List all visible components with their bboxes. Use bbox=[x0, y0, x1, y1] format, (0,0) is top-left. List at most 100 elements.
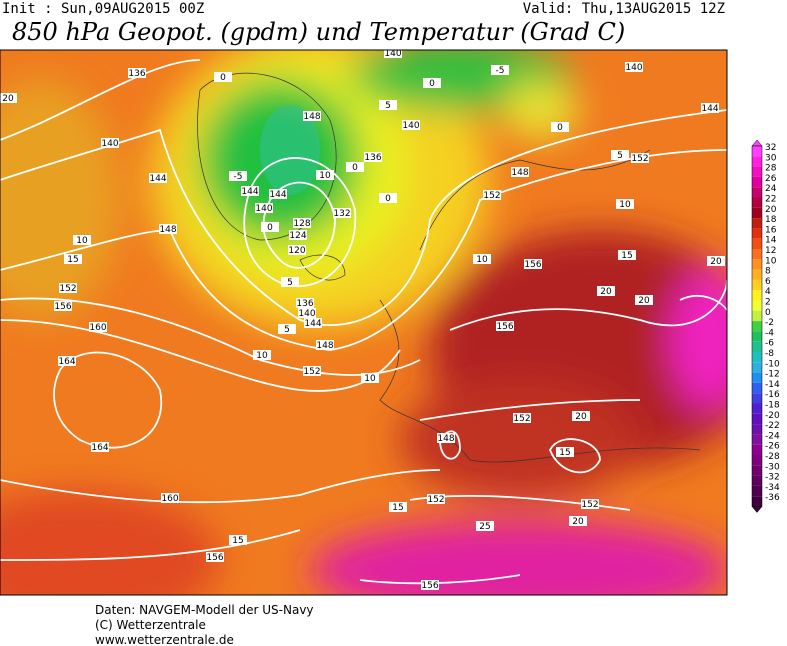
contour-label: 140 bbox=[384, 49, 401, 59]
contour-label: 144 bbox=[241, 187, 258, 197]
label-box bbox=[206, 552, 224, 562]
label-box bbox=[421, 580, 439, 590]
colorbar-swatch bbox=[752, 321, 762, 332]
contour-label: 10 bbox=[256, 351, 268, 361]
colorbar-label: 30 bbox=[765, 153, 777, 163]
colorbar-swatch bbox=[752, 197, 762, 208]
colorbar-label: 14 bbox=[765, 236, 777, 246]
colorbar-label: 32 bbox=[765, 143, 776, 153]
contour-label: 15 bbox=[232, 536, 243, 546]
contour bbox=[419, 399, 641, 421]
label-box bbox=[73, 235, 91, 245]
init-time: Init : Sun,09AUG2015 00Z bbox=[2, 1, 204, 17]
colorbar-label: -12 bbox=[765, 370, 780, 380]
colorbar: 32302826242220181614121086420-2-4-6-8-10… bbox=[751, 139, 780, 513]
label-box bbox=[483, 190, 501, 200]
contour-label: 148 bbox=[511, 168, 528, 178]
label-box bbox=[278, 324, 296, 334]
colorbar-swatch bbox=[752, 166, 762, 177]
iceland-outline bbox=[299, 254, 346, 281]
contour bbox=[262, 181, 336, 269]
colorbar-label: -4 bbox=[765, 328, 774, 338]
colorbar-label: 8 bbox=[765, 267, 771, 277]
contour-label: 136 bbox=[296, 299, 313, 309]
label-box bbox=[293, 218, 311, 228]
label-box bbox=[229, 535, 247, 545]
colorbar-swatch bbox=[752, 424, 762, 435]
colorbar-label: -34 bbox=[765, 483, 780, 493]
label-box bbox=[128, 68, 146, 78]
colorbar-swatch bbox=[752, 393, 762, 404]
colorbar-swatch bbox=[752, 290, 762, 301]
contour-label: 0 bbox=[385, 194, 391, 204]
colorbar-swatch bbox=[752, 444, 762, 455]
contour-label: 20 bbox=[710, 257, 722, 267]
contour-label: 140 bbox=[255, 204, 272, 214]
label-box bbox=[511, 167, 529, 177]
label-box bbox=[54, 301, 72, 311]
contour-label: 152 bbox=[483, 191, 500, 201]
contour-label: 148 bbox=[159, 225, 176, 235]
contour-label: 152 bbox=[303, 367, 320, 377]
label-box bbox=[423, 78, 441, 88]
contour-label: 0 bbox=[267, 223, 273, 233]
colorbar-swatch bbox=[752, 279, 762, 291]
colorbar-swatch bbox=[752, 352, 762, 363]
colorbar-swatch bbox=[752, 465, 762, 476]
colorbar-swatch bbox=[752, 310, 762, 322]
colorbar-label: -30 bbox=[765, 462, 780, 472]
colorbar-label: 28 bbox=[765, 164, 777, 174]
contour-label: 128 bbox=[293, 219, 310, 229]
colorbar-label: -16 bbox=[765, 390, 780, 400]
label-box bbox=[281, 277, 299, 287]
contour-label: 0 bbox=[429, 79, 435, 89]
contour-label: 5 bbox=[284, 325, 290, 335]
label-box bbox=[333, 208, 351, 218]
colorbar-swatch bbox=[752, 300, 762, 311]
contour-label: 124 bbox=[289, 231, 306, 241]
footer-line: (C) Wetterzentrale bbox=[95, 618, 206, 632]
contour-label: 156 bbox=[421, 581, 438, 591]
contour-label: 10 bbox=[619, 200, 631, 210]
colorbar-label: -10 bbox=[765, 359, 780, 369]
contour-label: 152 bbox=[581, 500, 598, 510]
colorbar-swatch bbox=[752, 382, 762, 394]
colorbar-label: -2 bbox=[765, 318, 774, 328]
label-box bbox=[597, 286, 615, 296]
contour bbox=[0, 149, 727, 351]
contour-label: 5 bbox=[287, 278, 293, 288]
label-box bbox=[269, 189, 287, 199]
label-box bbox=[255, 203, 273, 213]
label-box bbox=[389, 502, 407, 512]
label-box bbox=[289, 230, 307, 240]
colorbar-swatch bbox=[752, 372, 762, 383]
label-box bbox=[631, 153, 649, 163]
contour-label: 140 bbox=[402, 121, 419, 131]
colorbar-label: -22 bbox=[765, 421, 780, 431]
contour-label: 0 bbox=[557, 123, 563, 133]
colorbar-swatch bbox=[752, 496, 762, 507]
contour-label: 160 bbox=[161, 494, 178, 504]
colorbar-swatch bbox=[752, 238, 762, 249]
colorbar-label: 16 bbox=[765, 225, 777, 235]
contour-label: 10 bbox=[364, 374, 376, 384]
label-box bbox=[316, 170, 334, 180]
contour-label: 10 bbox=[76, 236, 88, 246]
colorbar-swatch bbox=[752, 249, 762, 260]
contour bbox=[549, 438, 601, 474]
label-box bbox=[298, 308, 316, 318]
colorbar-swatch bbox=[752, 269, 762, 280]
label-box bbox=[303, 366, 321, 376]
colorbar-label: -8 bbox=[765, 349, 774, 359]
contour-label: 156 bbox=[54, 302, 71, 312]
label-box bbox=[316, 340, 334, 350]
colorbar-label: -32 bbox=[765, 473, 780, 483]
label-box bbox=[569, 516, 587, 526]
contour-label: 156 bbox=[524, 260, 541, 270]
label-box bbox=[551, 122, 569, 132]
contour-label: 15 bbox=[621, 251, 632, 261]
label-box bbox=[618, 250, 636, 260]
contour bbox=[243, 157, 357, 288]
colorbar-label: -24 bbox=[765, 431, 780, 441]
contour-label: 20 bbox=[575, 412, 587, 422]
